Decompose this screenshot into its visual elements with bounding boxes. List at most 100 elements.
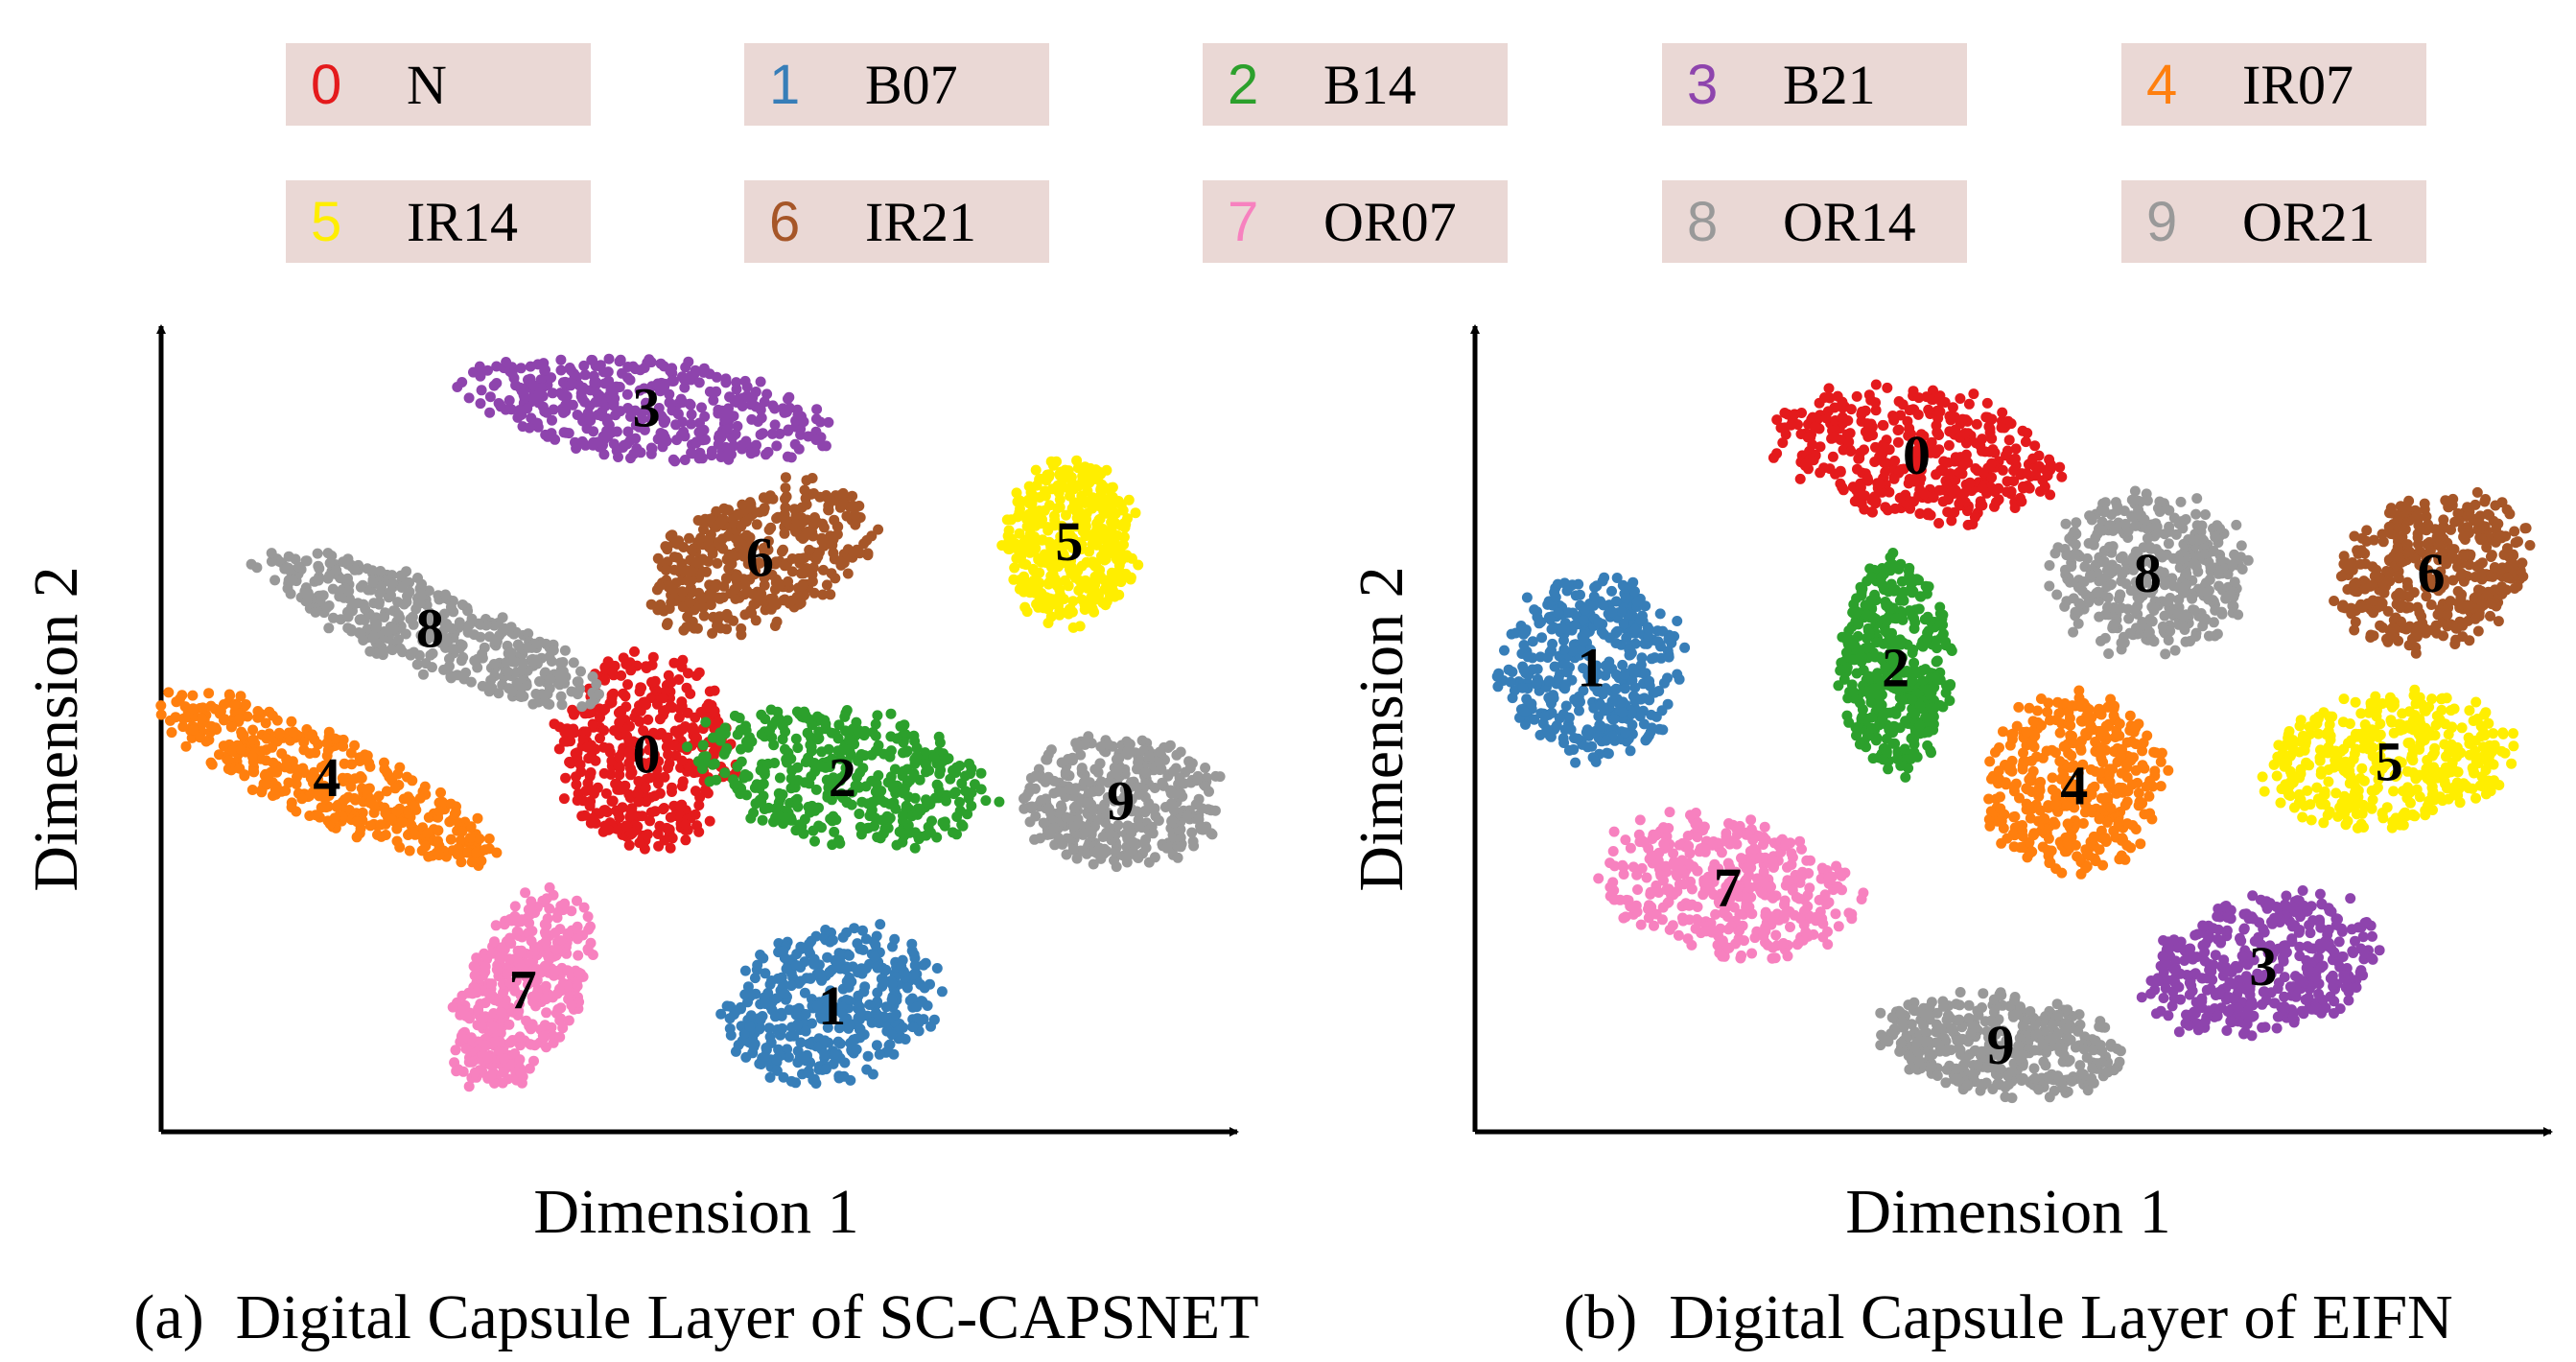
- legend-item-6: 6 IR21: [744, 180, 1049, 263]
- scatter-point: [685, 688, 696, 699]
- scatter-point: [551, 988, 563, 999]
- scatter-point: [783, 575, 794, 587]
- scatter-point: [1880, 466, 1891, 478]
- scatter-point: [885, 771, 897, 783]
- scatter-point: [433, 825, 444, 836]
- scatter-point: [1039, 505, 1050, 516]
- scatter-point: [911, 1001, 923, 1013]
- scatter-point: [1928, 492, 1939, 504]
- scatter-point: [607, 666, 619, 677]
- scatter-point: [810, 784, 822, 795]
- scatter-point: [280, 761, 292, 772]
- y-axis-label: Dimension 2: [21, 566, 91, 891]
- scatter-point: [552, 906, 564, 918]
- scatter-point: [495, 401, 506, 412]
- scatter-point: [1888, 414, 1900, 426]
- scatter-point: [855, 1006, 866, 1018]
- scatter-point: [475, 398, 486, 410]
- scatter-point: [582, 741, 594, 753]
- scatter-point: [412, 573, 423, 583]
- scatter-point: [684, 597, 695, 608]
- scatter-point: [948, 827, 958, 838]
- scatter-point: [1014, 495, 1025, 506]
- scatter-point: [631, 788, 643, 800]
- scatter-point: [821, 579, 832, 591]
- scatter-point: [448, 644, 459, 655]
- scatter-point: [1089, 846, 1101, 857]
- scatter-point: [740, 516, 752, 528]
- scatter-point: [1880, 502, 1891, 513]
- scatter-point: [792, 775, 804, 786]
- scatter-point: [1022, 535, 1034, 547]
- scatter-point: [1955, 393, 1966, 404]
- scatter-point: [825, 813, 836, 825]
- scatter-point: [373, 790, 385, 802]
- scatter-point: [975, 767, 987, 779]
- scatter-point: [873, 524, 884, 535]
- scatter-point: [1091, 518, 1103, 529]
- scatter-point: [747, 391, 759, 403]
- scatter-point: [1090, 464, 1102, 476]
- scatter-point: [834, 555, 846, 567]
- scatter-point: [847, 500, 858, 511]
- scatter-point: [1876, 450, 1887, 461]
- scatter-point: [188, 724, 199, 736]
- scatter-point: [1954, 466, 1965, 478]
- scatter-point: [629, 646, 640, 657]
- scatter-point: [1958, 487, 1970, 499]
- scatter-point: [505, 1037, 517, 1047]
- scatter-point: [819, 715, 831, 726]
- scatter-point: [994, 796, 1005, 808]
- scatter-point: [1933, 518, 1945, 528]
- scatter-point: [760, 1050, 771, 1062]
- scatter-point: [1026, 801, 1038, 812]
- scatter-point: [471, 987, 482, 998]
- cluster-label: 1: [818, 975, 846, 1037]
- scatter-point: [465, 676, 477, 688]
- scatter-point: [349, 564, 361, 575]
- scatter-point: [674, 703, 686, 715]
- cluster-label: 0: [1903, 424, 1931, 486]
- scatter-point: [1859, 444, 1869, 456]
- scatter-point: [1986, 458, 1998, 469]
- scatter-point: [880, 964, 892, 975]
- scatter-point: [1080, 575, 1091, 586]
- scatter-point: [397, 817, 409, 829]
- scatter-point: [755, 1014, 766, 1025]
- scatter-point: [858, 730, 870, 741]
- scatter-point: [488, 659, 500, 669]
- scatter-point: [2009, 453, 2021, 464]
- scatter-point: [668, 584, 680, 596]
- scatter-point: [323, 622, 335, 634]
- scatter-point: [558, 407, 569, 418]
- scatter-point: [677, 416, 689, 428]
- scatter-point: [1014, 528, 1025, 539]
- scatter-point: [848, 1034, 859, 1045]
- scatter-point: [460, 667, 472, 678]
- scatter-point: [640, 782, 651, 793]
- cluster-label: 3: [633, 377, 661, 439]
- scatter-point: [269, 575, 281, 586]
- scatter-point: [351, 816, 363, 828]
- scatter-point: [497, 612, 508, 623]
- scatter-point: [792, 742, 804, 754]
- scatter-point: [773, 787, 785, 799]
- scatter-point: [667, 363, 678, 374]
- scatter-point: [614, 356, 625, 367]
- scatter-point: [831, 960, 842, 972]
- scatter-point: [895, 720, 906, 732]
- scatter-point: [696, 763, 708, 774]
- scatter-point: [861, 1064, 873, 1075]
- scatter-point: [1934, 390, 1946, 402]
- scatter-point: [598, 805, 610, 816]
- scatter-point: [1099, 554, 1111, 566]
- scatter-point: [1139, 837, 1150, 849]
- scatter-point: [795, 975, 807, 987]
- scatter-point: [663, 749, 674, 761]
- scatter-point: [590, 396, 601, 408]
- scatter-point: [637, 810, 648, 822]
- scatter-point: [475, 998, 486, 1010]
- scatter-point: [1652, 636, 1664, 647]
- scatter-point: [729, 395, 740, 407]
- scatter-point: [599, 703, 611, 715]
